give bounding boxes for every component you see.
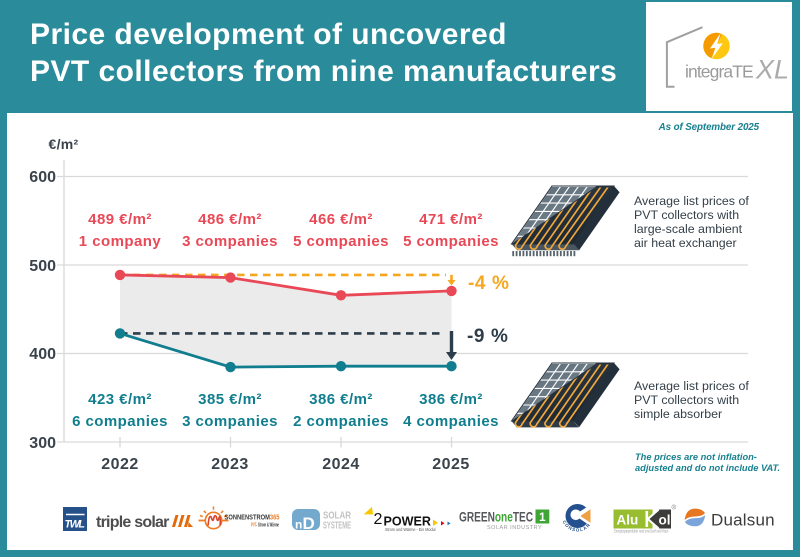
- svg-text:Dualsun: Dualsun: [711, 511, 775, 530]
- svg-text:Energiesparprodukte rund ums D: Energiesparprodukte rund ums Dach und Ha…: [614, 529, 668, 534]
- svg-text:n: n: [295, 518, 302, 532]
- svg-text:SOLAR INDUSTRY: SOLAR INDUSTRY: [487, 525, 542, 531]
- svg-text:SOLAR: SOLAR: [323, 510, 351, 522]
- svg-text:ol: ol: [659, 513, 671, 528]
- svg-text:Alu: Alu: [617, 513, 639, 528]
- svg-text:1: 1: [539, 510, 546, 524]
- svg-text:integraTE: integraTE: [685, 62, 753, 82]
- svg-text:triple solar: triple solar: [96, 514, 169, 531]
- svg-text:D: D: [303, 514, 315, 533]
- svg-text:SYSTEME: SYSTEME: [323, 520, 351, 532]
- svg-text:2: 2: [374, 511, 383, 528]
- svg-text:XL: XL: [755, 55, 789, 85]
- svg-text:TWL: TWL: [65, 519, 86, 531]
- svg-text:POWER: POWER: [384, 515, 432, 529]
- svg-text:Strom und Wärme - Ein Modul: Strom und Wärme - Ein Modul: [385, 526, 436, 531]
- svg-text:®: ®: [672, 505, 677, 512]
- svg-text:SONNENSTROM365: SONNENSTROM365: [225, 513, 281, 522]
- svg-text:PVT- Strom & Wärme: PVT- Strom & Wärme: [251, 523, 279, 529]
- svg-text:GREENoneTEC: GREENoneTEC: [459, 510, 533, 525]
